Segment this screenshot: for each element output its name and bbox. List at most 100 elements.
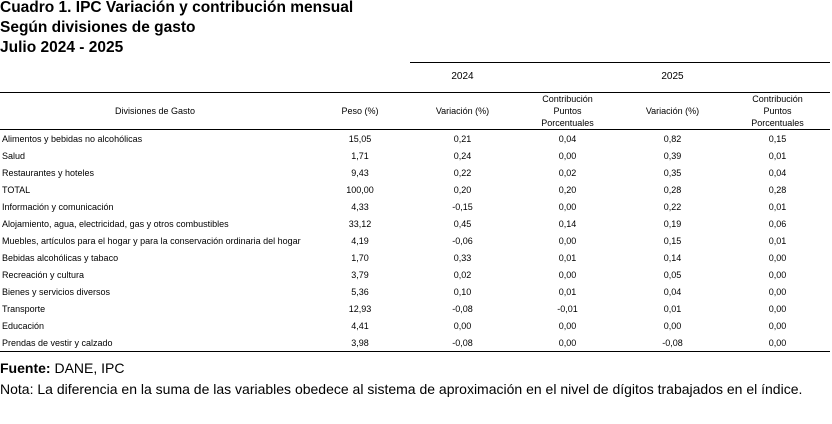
cell-value: 0,01: [558, 286, 577, 297]
cell-value: 0,15: [663, 235, 682, 246]
cell-value: 0,00: [768, 252, 787, 263]
column-header: Contribución Puntos Porcentuales: [725, 93, 830, 130]
cell-value: 0,01: [768, 150, 787, 161]
note-text: La diferencia en la suma de las variable…: [37, 381, 803, 397]
rule: [0, 92, 830, 93]
cell-value: 0,39: [663, 150, 682, 161]
cell-value: 0,00: [558, 201, 577, 212]
cell-value: 0,00: [663, 320, 682, 331]
cell-value: 0,00: [515, 334, 620, 352]
cell-value: 0,22: [453, 167, 472, 178]
cell-value: 0,22: [663, 201, 682, 212]
division-name: Bienes y servicios diversos: [2, 286, 111, 297]
column-header: Peso (%): [310, 93, 410, 130]
cell-value: 0,15: [768, 133, 787, 144]
column-header: Variación (%): [620, 93, 725, 130]
cell-value: 9,43: [351, 167, 369, 178]
cell-value: 0,01: [558, 252, 577, 263]
title-line: Julio 2024 - 2025: [0, 39, 124, 56]
division-name: TOTAL: [2, 184, 31, 195]
table-row: Muebles, artículos para el hogar y para …: [0, 232, 830, 249]
cell-value: 0,00: [558, 269, 577, 280]
cell-value: 0,04: [558, 133, 577, 144]
cell-value: 1,71: [351, 150, 369, 161]
note-label: Nota:: [0, 381, 34, 397]
cell-value: -0,15: [452, 201, 473, 212]
cell-value: 0,00: [768, 320, 787, 331]
cell-value: 4,41: [351, 320, 369, 331]
header-row: Divisiones de Gasto Peso (%) Variación (%)…: [0, 93, 830, 130]
cell-value: 0,20: [558, 184, 577, 195]
column-header: Contribución Puntos Porcentuales: [515, 93, 620, 130]
division-name: Prendas de vestir y calzado: [0, 334, 310, 352]
cell-value: 100,00: [346, 184, 374, 195]
cell-value: 0,02: [558, 167, 577, 178]
division-name: Alimentos y bebidas no alcohólicas: [2, 133, 143, 144]
rule: [410, 62, 830, 63]
cell-value: 0,02: [453, 269, 472, 280]
cell-value: 4,33: [351, 201, 369, 212]
table-row: Información y comunicación 4,33 -0,15 0,00 0…: [0, 198, 830, 215]
cell-value: 0,14: [663, 252, 682, 263]
division-name: Educación: [2, 320, 45, 331]
cell-value: 12,93: [348, 303, 372, 314]
year-header: 2025: [661, 71, 684, 82]
cell-value: 0,21: [453, 133, 472, 144]
cell-value: 0,01: [663, 303, 682, 314]
title-line: Según divisiones de gasto: [0, 19, 196, 36]
table-row: Educación 4,41 0,00 0,00 0,00 0,00: [0, 317, 830, 334]
cell-value: 0,28: [768, 184, 787, 195]
cell-value: 0,20: [453, 184, 472, 195]
cell-value: 0,00: [768, 269, 787, 280]
division-name: Recreación y cultura: [2, 269, 85, 280]
cell-value: 0,00: [453, 320, 472, 331]
division-name: Salud: [2, 150, 26, 161]
cell-value: -0,08: [452, 303, 473, 314]
cell-value: 0,01: [768, 201, 787, 212]
cell-value: -0,08: [410, 334, 515, 352]
cell-value: 0,01: [768, 235, 787, 246]
column-header: Variación (%): [410, 93, 515, 130]
cell-value: 0,35: [663, 167, 682, 178]
cell-value: 0,14: [558, 218, 577, 229]
cell-value: 0,00: [558, 235, 577, 246]
cell-value: 0,10: [453, 286, 472, 297]
data-table: Divisiones de Gasto Peso (%) Variación (%)…: [0, 93, 830, 352]
table-row: Bienes y servicios diversos 5,36 0,10 0,01 0…: [0, 283, 830, 300]
cell-value: 0,24: [453, 150, 472, 161]
source-text: DANE, IPC: [54, 360, 125, 376]
cell-value: -0,01: [557, 303, 578, 314]
cell-value: 0,45: [453, 218, 472, 229]
division-name: Muebles, artículos para el hogar y para …: [2, 235, 301, 246]
year-header: 2024: [451, 71, 474, 82]
table-row: Salud 1,71 0,24 0,00 0,39 0,01: [0, 147, 830, 164]
cell-value: -0,08: [620, 334, 725, 352]
cell-value: 0,04: [768, 167, 787, 178]
cell-value: 0,00: [768, 286, 787, 297]
division-name: Alojamiento, agua, electricidad, gas y o…: [2, 218, 229, 229]
division-name: Restaurantes y hoteles: [2, 167, 95, 178]
title-line: Cuadro 1. IPC Variación y contribución m…: [0, 0, 354, 16]
table-row: Prendas de vestir y calzado 3,98 -0,08 0,00…: [0, 334, 830, 352]
table-row: Recreación y cultura 3,79 0,02 0,00 0,05 0,00: [0, 266, 830, 283]
cell-value: 0,00: [725, 334, 830, 352]
cell-value: 1,70: [351, 252, 369, 263]
cell-value: 0,33: [453, 252, 472, 263]
cell-value: 0,04: [663, 286, 682, 297]
table-row: Restaurantes y hoteles 9,43 0,22 0,02 0,35 0,…: [0, 164, 830, 181]
table-body: Alimentos y bebidas no alcohólicas 15,05 0…: [0, 130, 830, 352]
cell-value: 3,79: [351, 269, 369, 280]
cell-value: 0,05: [663, 269, 682, 280]
cell-value: 15,05: [348, 133, 372, 144]
cell-value: -0,06: [452, 235, 473, 246]
cell-value: 3,98: [310, 334, 410, 352]
column-header: Divisiones de Gasto: [0, 93, 310, 130]
division-name: Bebidas alcohólicas y tabaco: [2, 252, 119, 263]
cell-value: 33,12: [348, 218, 372, 229]
division-name: Información y comunicación: [2, 201, 114, 212]
note: Nota: La diferencia en la suma de las va…: [0, 379, 830, 400]
cell-value: 0,82: [663, 133, 682, 144]
division-name: Transporte: [2, 303, 46, 314]
source-label: Fuente:: [0, 360, 51, 376]
